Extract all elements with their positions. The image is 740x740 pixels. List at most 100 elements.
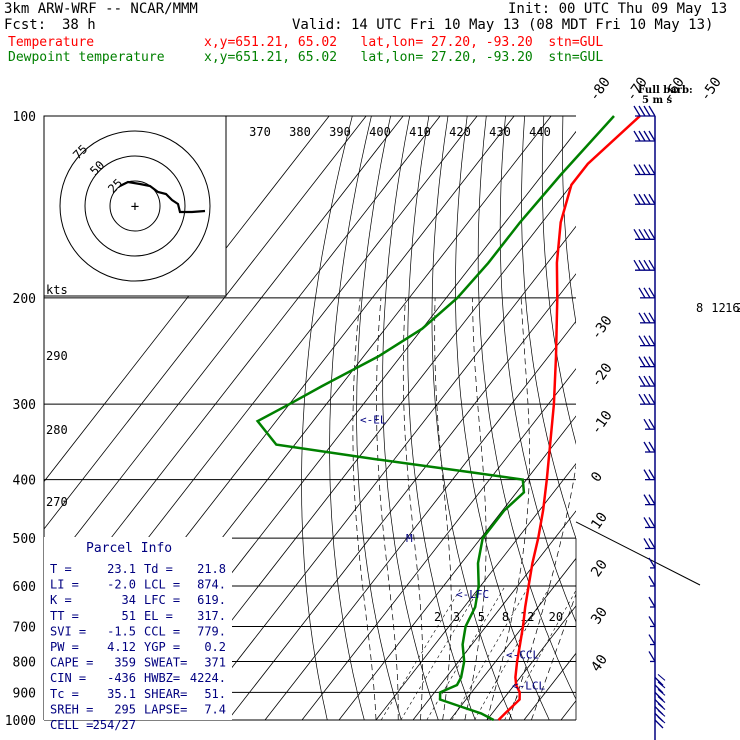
parcel-row-value-2: 21.8 (197, 562, 226, 576)
barb-flag (648, 538, 656, 549)
parcel-row-value-2: 7.4 (204, 702, 226, 716)
parcel-row-label: T = (50, 562, 72, 576)
barb-flag (643, 356, 651, 367)
sounding-profiles (255, 115, 641, 722)
isotherm (598, 116, 740, 720)
wind-barb (638, 375, 656, 387)
barb-flag (643, 130, 651, 142)
wind-barb (643, 517, 656, 529)
dewpoint-legend-info: x,y=651.21, 65.02 lat,lon= 27.20, -93.20… (204, 50, 604, 65)
barb-flag (648, 130, 656, 142)
isotherm (44, 116, 330, 483)
barb-flag (657, 681, 666, 689)
parcel-row-label: TT = (50, 609, 79, 623)
parcel-row-label: CAPE = (50, 656, 93, 670)
parcel-row-value-2: 317. (197, 609, 226, 623)
barb-flag (633, 130, 641, 142)
dry-adiabat (455, 116, 550, 720)
barb-flag (643, 393, 651, 405)
parcel-row-value: -436 (107, 671, 136, 685)
barb-flag (654, 676, 664, 686)
dry-adiabat (735, 116, 740, 720)
dry-adiabat (499, 116, 576, 623)
wind-barb (633, 228, 656, 240)
barb-flag (643, 287, 651, 299)
barb-flag (638, 164, 646, 175)
parcel-box-bg (44, 537, 232, 720)
dry-adiabat (356, 116, 402, 720)
barb-flag (638, 193, 646, 205)
barb-flag (633, 105, 641, 117)
parcel-row-label: CIN = (50, 671, 86, 685)
dewpoint-legend-label: Dewpoint temperature (8, 50, 165, 65)
parcel-row-value-2: 4224. (190, 671, 226, 685)
wind-barb (648, 575, 656, 587)
barb-flag (643, 164, 651, 175)
pressure-label-800: 800 (13, 655, 36, 670)
parcel-row-value: 34 (122, 593, 136, 607)
wind-barb (648, 596, 656, 608)
hodograph-center: + (131, 199, 139, 215)
mixing-ratio-label-200: 16 (725, 301, 739, 315)
wind-barb (638, 287, 656, 299)
wind-barb (633, 105, 656, 117)
isotherm-label-right: 10 (588, 510, 611, 533)
dry-adiabat (678, 116, 740, 720)
barb-flag (643, 441, 651, 453)
isotherm (44, 116, 404, 578)
wind-barb (654, 716, 666, 729)
wind-barb (648, 651, 656, 663)
mixing-ratio-label-700: 20 (549, 610, 563, 624)
isotherm-label: -80 (586, 74, 614, 104)
model-title: 3km ARW-WRF -- NCAR/MMM (4, 1, 198, 17)
parcel-row-value: -2.0 (107, 578, 136, 592)
parcel-row-value: 295 (114, 702, 136, 716)
moist-adiabat (486, 297, 530, 720)
dry-adiabat (620, 116, 740, 720)
barb-flag (643, 418, 651, 430)
isotherm (338, 415, 576, 720)
dry-adiabat (329, 116, 372, 720)
init-time: Init: 00 UTC Thu 09 May 13 (508, 1, 728, 17)
theta-label: 430 (489, 125, 511, 139)
barb-flag (648, 557, 656, 569)
valid-time: Valid: 14 UTC Fri 10 May 13 (08 MDT Fri … (292, 17, 714, 33)
dewpoint-profile (255, 115, 615, 722)
wind-barb (633, 164, 656, 176)
theta-label-left: 280 (46, 423, 68, 437)
parcel-row-label-2: YGP = (144, 640, 180, 654)
theta-label: 370 (249, 125, 271, 139)
parcel-row-value: 4.12 (107, 640, 136, 654)
forecast-hour: 38 h (62, 17, 96, 33)
parcel-row-label-2: LAPSE= (144, 702, 187, 716)
dry-adiabat (697, 116, 740, 720)
mixing-ratio-label-200: 20 (736, 301, 740, 315)
parcel-row-label-2: EL = (144, 609, 173, 623)
wind-barb (638, 312, 656, 324)
parcel-row-value-2: 51. (204, 687, 226, 701)
wind-barb (654, 673, 666, 686)
parcel-row-value: 254/27 (93, 718, 136, 732)
wind-barb (643, 538, 656, 550)
parcel-row-label-2: SHEAR= (144, 687, 187, 701)
parcel-info-box: Parcel Info T = 23.1 Td = 21.8 LI = -2.0 LCL = 8… (44, 537, 232, 732)
isotherm (560, 700, 576, 720)
barb-flag (648, 356, 656, 367)
isotherm-label-right: -20 (588, 360, 616, 390)
barb-flag (638, 287, 646, 299)
hodograph-ring (84, 155, 186, 257)
wind-barb (638, 356, 656, 368)
barb-flag (648, 651, 656, 662)
isotherm (190, 225, 576, 720)
barb-flag (638, 228, 646, 240)
barb-flag (643, 335, 651, 346)
isotherm (486, 605, 576, 720)
parcel-row-label: SVI = (50, 624, 86, 638)
parcel-row-label-2: LFC = (144, 593, 180, 607)
hodograph-box (43, 115, 227, 297)
barb-flag (638, 312, 646, 324)
wind-barb (638, 393, 656, 405)
parcel-row-value: 359 (114, 656, 136, 670)
barb-flag (648, 616, 656, 627)
barb-flag (638, 105, 646, 117)
